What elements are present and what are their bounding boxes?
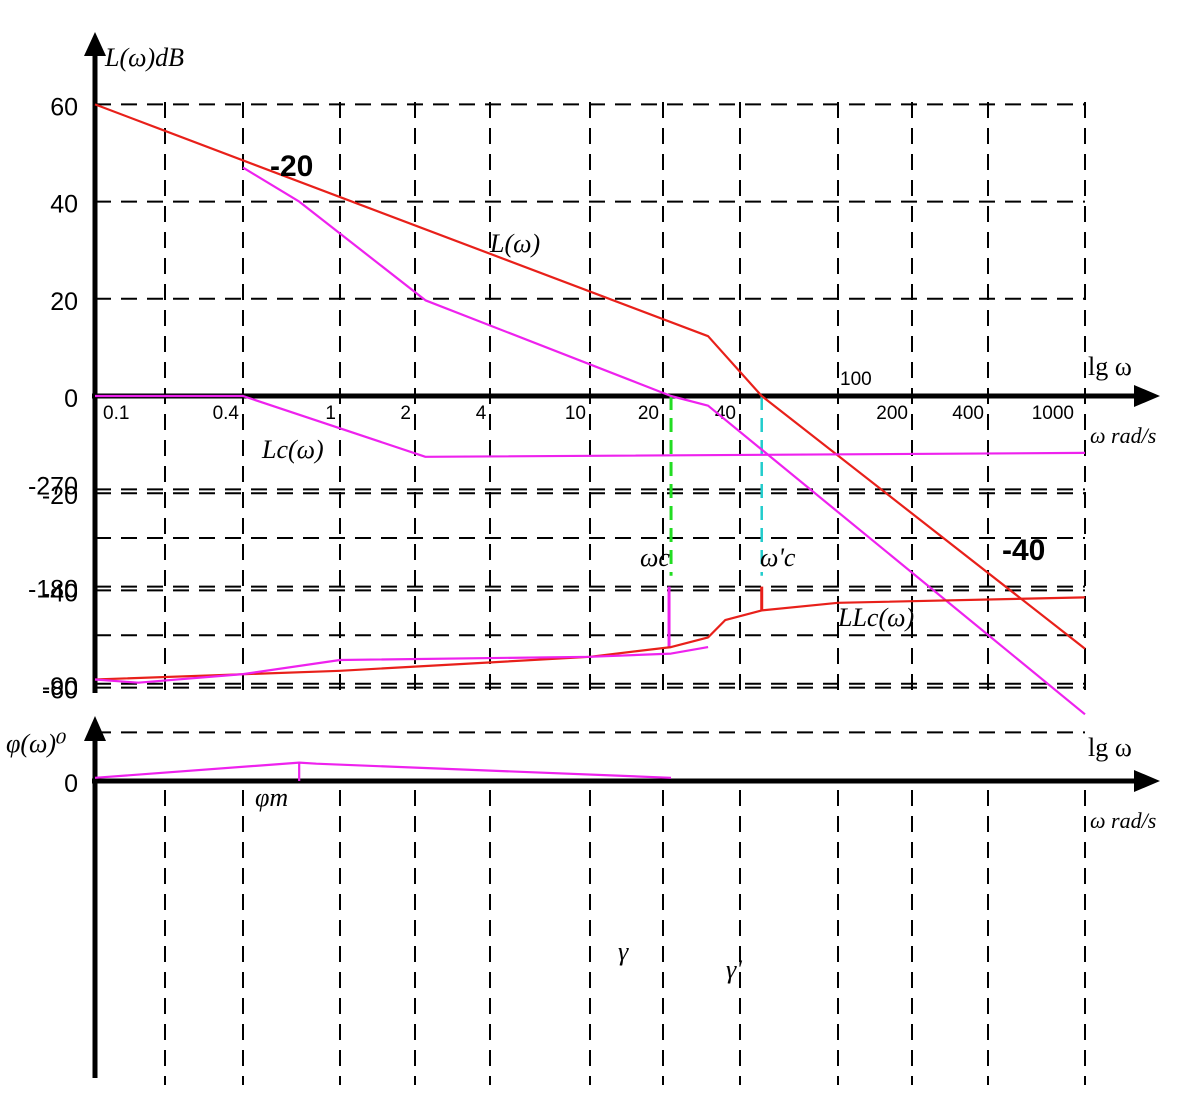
magnitude-y-tick-1: 40 bbox=[50, 191, 78, 219]
magnitude-y-tick-labels: 60 40 20 0 -20 -40 -60 bbox=[42, 93, 78, 704]
frequency-tick-0: 0.1 bbox=[103, 403, 129, 424]
frequency-tick-2: 1 bbox=[325, 403, 336, 424]
frequency-tick-6: 20 bbox=[638, 403, 659, 424]
phase-y-tick-1: -90 bbox=[42, 673, 78, 701]
slope-minus40-label: -40 bbox=[1002, 534, 1045, 567]
frequency-tick-7: 40 bbox=[715, 403, 736, 424]
slope-minus20-label: -20 bbox=[270, 150, 313, 183]
curve-LLc bbox=[242, 166, 1086, 716]
frequency-tick-9: 200 bbox=[876, 403, 908, 424]
magnitude-y-tick-5: -40 bbox=[42, 579, 78, 607]
crossover-markers bbox=[298, 396, 764, 781]
curve-Lc-label: Lc(ω) bbox=[261, 435, 324, 464]
phase-x-arrow bbox=[1134, 770, 1160, 792]
magnitude-y-tick-3: 0 bbox=[64, 385, 78, 413]
phase-y-tick-2: -180 bbox=[28, 576, 78, 604]
axes bbox=[84, 32, 1160, 1078]
frequency-tick-3: 2 bbox=[400, 403, 411, 424]
magnitude-y-tick-4: -20 bbox=[42, 482, 78, 510]
magnitude-y-tick-6: -60 bbox=[42, 677, 78, 705]
gamma-label: γ bbox=[618, 937, 629, 966]
curve-phase-compensated bbox=[94, 646, 709, 684]
phase-y-tick-labels: 0 -90 -180 -270 bbox=[28, 472, 78, 798]
curve-phase-uncompensated bbox=[94, 596, 1086, 681]
frequency-tick-4: 4 bbox=[476, 403, 487, 424]
magnitude-y-tick-0: 60 bbox=[50, 93, 78, 121]
phi-m-label: φm bbox=[255, 783, 288, 812]
phase-omega-unit-label: ω rad/s bbox=[1090, 808, 1156, 833]
magnitude-x-arrow bbox=[1134, 385, 1160, 407]
frequency-tick-1: 0.4 bbox=[213, 403, 240, 424]
frequency-tick-8: 100 bbox=[840, 369, 872, 390]
frequency-tick-11: 1000 bbox=[1032, 403, 1074, 424]
magnitude-y-tick-2: 20 bbox=[50, 288, 78, 316]
curve-L-label: L(ω) bbox=[489, 229, 540, 258]
magnitude-lg-omega-label: lg ω bbox=[1088, 352, 1132, 381]
gamma-prime-label: γ' bbox=[726, 955, 742, 984]
frequency-tick-10: 400 bbox=[952, 403, 984, 424]
omega-c-label: ωc bbox=[640, 543, 670, 572]
phase-y-tick-3: -270 bbox=[28, 472, 78, 500]
curves bbox=[94, 103, 1086, 779]
magnitude-axis-title: L(ω)dB bbox=[104, 43, 184, 72]
phase-y-tick-0: 0 bbox=[64, 770, 78, 798]
curve-Lc bbox=[95, 394, 1086, 458]
magnitude-y-arrow bbox=[84, 32, 106, 56]
curve-LLc-label: LLc(ω) bbox=[837, 603, 914, 632]
magnitude-omega-unit-label: ω rad/s bbox=[1090, 423, 1156, 448]
curve-L bbox=[94, 103, 1086, 650]
curve-phase-compensator bbox=[94, 761, 672, 779]
omega-c-prime-label: ω'c bbox=[760, 543, 796, 572]
phase-lg-omega-label: lg ω bbox=[1088, 733, 1132, 762]
phase-y-arrow bbox=[84, 716, 106, 741]
frequency-tick-5: 10 bbox=[565, 403, 586, 424]
phase-axis-title: φ(ω)⁰ bbox=[6, 729, 67, 758]
